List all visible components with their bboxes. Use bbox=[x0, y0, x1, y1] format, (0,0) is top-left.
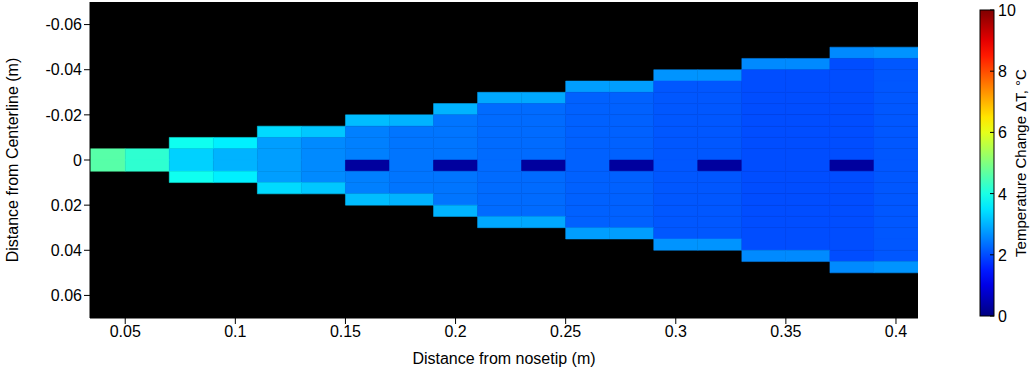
svg-text:-0.02: -0.02 bbox=[46, 107, 83, 124]
svg-text:4: 4 bbox=[998, 186, 1007, 203]
svg-text:Temperature Change ΔT, °C: Temperature Change ΔT, °C bbox=[1012, 69, 1029, 257]
svg-text:0.05: 0.05 bbox=[110, 323, 141, 340]
svg-text:0.15: 0.15 bbox=[330, 323, 361, 340]
svg-text:Distance from nosetip (m): Distance from nosetip (m) bbox=[412, 350, 595, 367]
svg-text:0.02: 0.02 bbox=[51, 197, 82, 214]
svg-text:0.4: 0.4 bbox=[885, 323, 907, 340]
svg-text:0.1: 0.1 bbox=[224, 323, 246, 340]
svg-text:Distance from Centerline (m): Distance from Centerline (m) bbox=[4, 58, 21, 263]
svg-text:0.2: 0.2 bbox=[444, 323, 466, 340]
svg-text:10: 10 bbox=[998, 2, 1016, 19]
svg-text:0.25: 0.25 bbox=[550, 323, 581, 340]
svg-text:-0.04: -0.04 bbox=[46, 61, 83, 78]
svg-text:0.04: 0.04 bbox=[51, 242, 82, 259]
svg-text:0.35: 0.35 bbox=[770, 323, 801, 340]
svg-text:0.3: 0.3 bbox=[665, 323, 687, 340]
svg-text:8: 8 bbox=[998, 63, 1007, 80]
svg-text:0: 0 bbox=[73, 152, 82, 169]
svg-text:-0.06: -0.06 bbox=[46, 16, 83, 33]
svg-text:2: 2 bbox=[998, 247, 1007, 264]
svg-text:0.06: 0.06 bbox=[51, 287, 82, 304]
svg-text:0: 0 bbox=[998, 308, 1007, 325]
svg-text:6: 6 bbox=[998, 124, 1007, 141]
